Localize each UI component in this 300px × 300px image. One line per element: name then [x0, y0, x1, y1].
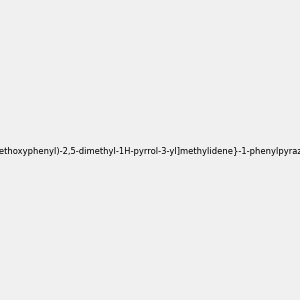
- Text: (4E)-4-{[1-(4-methoxyphenyl)-2,5-dimethyl-1H-pyrrol-3-yl]methylidene}-1-phenylpy: (4E)-4-{[1-(4-methoxyphenyl)-2,5-dimethy…: [0, 147, 300, 156]
